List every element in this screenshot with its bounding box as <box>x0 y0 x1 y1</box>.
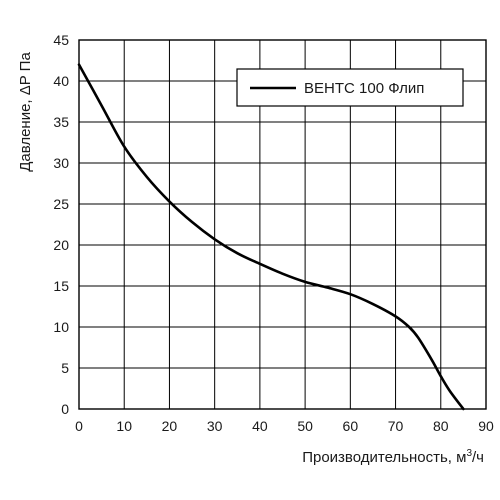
x-tick-label: 0 <box>75 418 83 434</box>
y-tick-label: 0 <box>61 401 69 417</box>
x-tick-label: 30 <box>207 418 223 434</box>
series-line-vents-100-flip <box>77 63 465 411</box>
x-axis-label: Производительность, м3/ч <box>302 448 484 466</box>
y-tick-label: 10 <box>53 319 69 335</box>
y-tick-labels: 0 5 10 15 20 25 30 35 40 45 <box>53 32 69 417</box>
x-tick-label: 90 <box>478 418 494 434</box>
y-tick-label: 35 <box>53 114 69 130</box>
series-lines <box>77 63 465 411</box>
x-tick-label: 50 <box>297 418 313 434</box>
y-tick-label: 30 <box>53 155 69 171</box>
x-tick-label: 40 <box>252 418 268 434</box>
legend: ВЕНТС 100 Флип <box>236 68 464 107</box>
y-tick-label: 25 <box>53 196 69 212</box>
x-tick-labels: 0 10 20 30 40 50 60 70 80 90 <box>75 418 494 434</box>
y-tick-label: 40 <box>53 73 69 89</box>
x-tick-label: 20 <box>162 418 178 434</box>
x-axis-label-main: Производительность, м <box>302 449 466 466</box>
y-tick-label: 20 <box>53 237 69 253</box>
y-tick-label: 5 <box>61 360 69 376</box>
legend-label: ВЕНТС 100 Флип <box>304 80 424 97</box>
x-tick-label: 80 <box>433 418 449 434</box>
x-axis-label-superscript: 3 <box>466 448 472 459</box>
y-tick-label: 15 <box>53 278 69 294</box>
y-tick-label: 45 <box>53 32 69 48</box>
x-tick-label: 60 <box>343 418 359 434</box>
x-tick-label: 70 <box>388 418 404 434</box>
x-tick-label: 10 <box>116 418 132 434</box>
y-axis-label: Давление, ΔP Па <box>17 52 34 172</box>
x-axis-label-suffix: /ч <box>472 449 484 466</box>
plot-frame <box>78 39 487 410</box>
